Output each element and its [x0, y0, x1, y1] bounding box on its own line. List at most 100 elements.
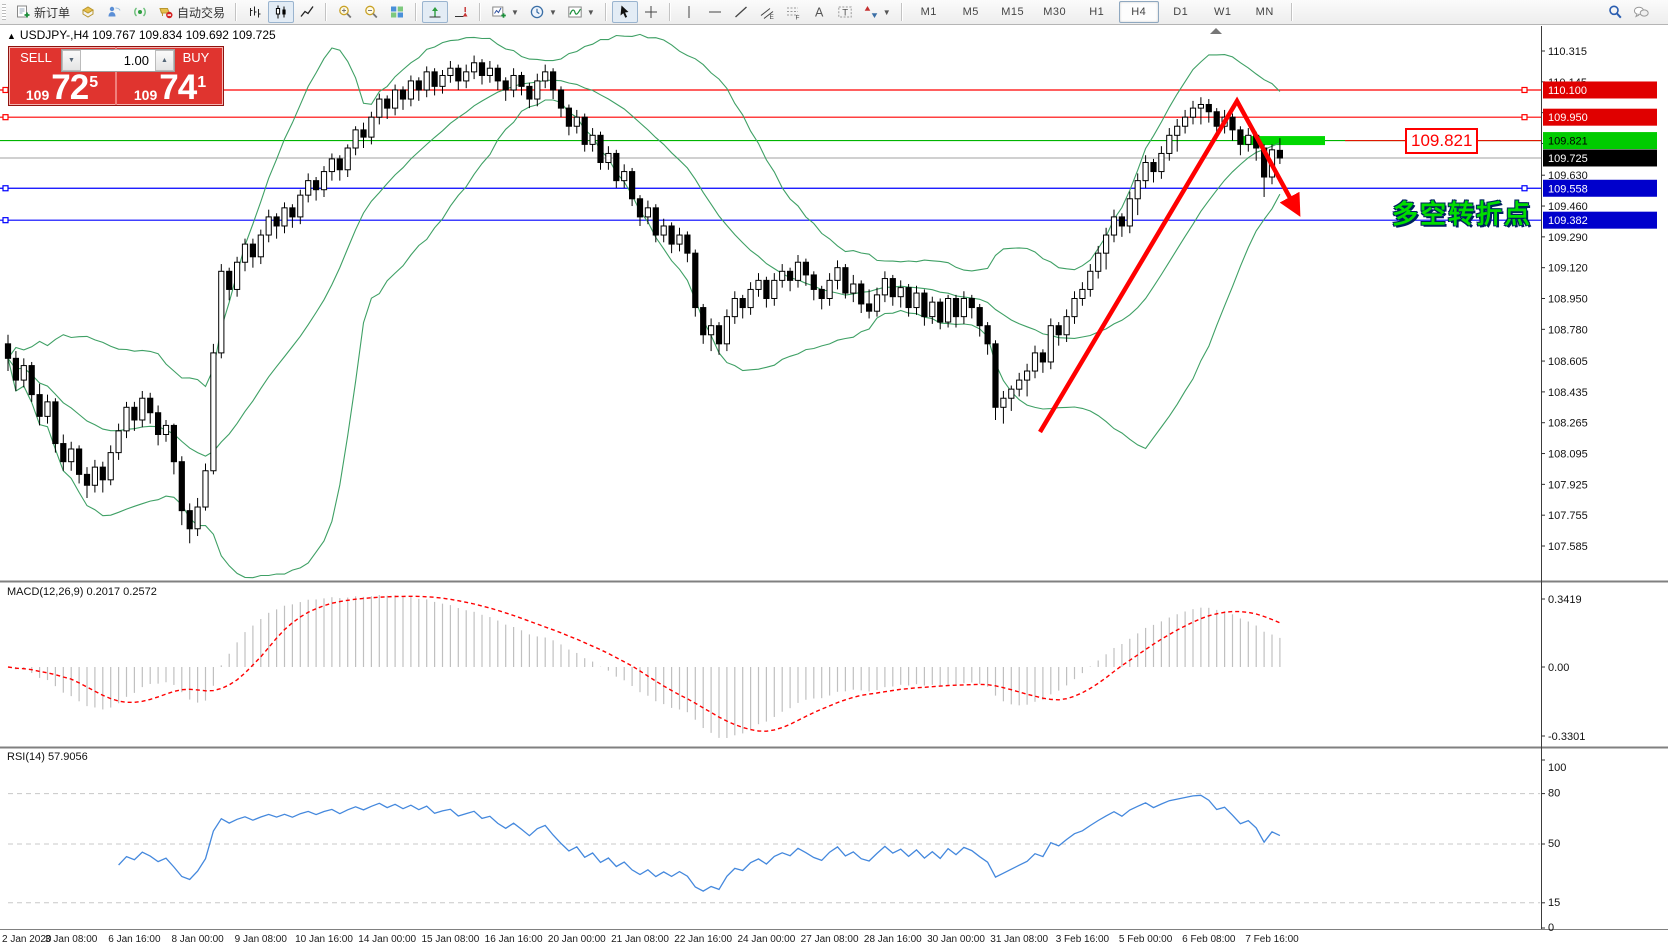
fibonacci-button[interactable]: F [780, 1, 806, 23]
metaeditor-button[interactable] [75, 1, 101, 23]
price-tick-label: 108.435 [1548, 387, 1588, 399]
arrows-button[interactable]: ▼ [858, 1, 896, 23]
arrows-button-icon [864, 6, 878, 18]
fibonacci-button-icon: F [786, 7, 799, 21]
sell-price-bigfigure: 109 [25, 87, 50, 103]
chart-title: ▲ USDJPY-,H4 109.767 109.834 109.692 109.… [7, 28, 276, 42]
channel-button[interactable]: E [754, 1, 780, 23]
chart-window[interactable]: 110.315110.145109.975109.805109.630109.4… [0, 24, 1668, 949]
macd-pane[interactable] [7, 595, 1281, 738]
volume-decrease-button[interactable]: ▼ [62, 50, 81, 71]
chinese-annotation-text[interactable]: 多空转折点 [1392, 199, 1533, 229]
time-tick-label: 20 Jan 00:00 [547, 934, 606, 945]
tf-m5[interactable]: M5 [962, 6, 979, 18]
auto-scroll-button[interactable] [448, 1, 474, 23]
rsi-line[interactable] [118, 794, 1281, 892]
horizontal-line-button-icon [708, 11, 721, 13]
price-tick-label: 108.780 [1548, 324, 1588, 336]
volume-increase-button[interactable]: ▲ [155, 50, 174, 71]
tf-mn[interactable]: MN [1255, 6, 1274, 18]
tf-h1[interactable]: H1 [1089, 6, 1105, 18]
chart-shift-marker-icon[interactable] [1210, 28, 1222, 34]
line-drag-handle[interactable] [2, 185, 9, 192]
trendline-button[interactable] [728, 1, 754, 23]
search-button[interactable] [1602, 1, 1628, 23]
price-level-label[interactable]: 109.821 [1405, 127, 1479, 154]
line-drag-handle[interactable] [1521, 185, 1528, 192]
line-drag-handle[interactable] [1521, 86, 1528, 94]
new-order-button[interactable]: 新订单 [10, 1, 75, 23]
zoom-out-button[interactable] [358, 1, 384, 23]
tf-m1[interactable]: M1 [920, 6, 937, 18]
toolbar-group-quick-actions: 新订单 自动交易 [8, 0, 232, 24]
rsi-pane[interactable] [8, 793, 1540, 904]
line-drag-handle[interactable] [2, 217, 9, 224]
candlestick-series[interactable] [4, 55, 1284, 544]
text-label-button[interactable]: T [832, 1, 858, 23]
sell-button[interactable]: SELL [20, 50, 52, 65]
buy-button[interactable]: BUY [182, 50, 210, 65]
macd-signal-line[interactable] [7, 595, 1281, 732]
line-chart-button[interactable] [294, 1, 320, 23]
cursor-button[interactable] [611, 1, 638, 23]
new-chart-button-dropdown-icon[interactable]: ▼ [511, 7, 519, 17]
tf-d1[interactable]: D1 [1173, 6, 1189, 18]
signals-button[interactable] [127, 1, 153, 23]
tf-w1[interactable]: W1 [1213, 6, 1232, 18]
line-drag-handle[interactable] [1521, 217, 1528, 224]
autotrading-button-icon [159, 8, 173, 19]
time-tick-label: 15 Jan 08:00 [421, 934, 480, 945]
text-button[interactable]: A [806, 1, 832, 23]
price-tick-label: 109.290 [1548, 232, 1588, 244]
time-axis[interactable]: 2 Jan 2020 3 Jan 08:00 6 Jan 16:00 8 Jan 00… [0, 930, 1668, 949]
periods-button-dropdown-icon[interactable]: ▼ [548, 7, 557, 17]
vertical-line-button-icon [688, 6, 690, 18]
tf-m30[interactable]: M30 [1043, 6, 1067, 18]
sell-price[interactable]: 109 72 5 [9, 69, 115, 105]
line-drag-handle[interactable] [1521, 114, 1528, 121]
chart-shift-button[interactable] [422, 1, 449, 23]
chart-title-text: USDJPY-,H4 109.767 109.834 109.692 109.7… [19, 28, 276, 42]
bar-chart-button[interactable] [242, 1, 268, 23]
trend-arrow-annotation[interactable] [1038, 96, 1301, 434]
chat-button[interactable] [1628, 1, 1654, 23]
time-tick-label: 10 Jan 16:00 [295, 934, 353, 945]
bollinger-lower-band[interactable] [7, 99, 1281, 579]
arrows-button-dropdown-icon[interactable]: ▼ [882, 7, 891, 17]
sell-price-main: 72 [51, 68, 89, 107]
bollinger-middle-band[interactable] [7, 79, 1281, 457]
tile-windows-button[interactable] [384, 1, 410, 23]
market-button[interactable] [101, 1, 127, 23]
macd-axis-label: -0.3301 [1548, 731, 1585, 743]
crosshair-button-icon [644, 6, 657, 18]
sell-price-pip: 5 [89, 74, 99, 91]
horizontal-line-button[interactable] [702, 1, 728, 23]
periods-button[interactable]: ▼ [524, 1, 562, 23]
vertical-line-button[interactable] [676, 1, 702, 23]
zoom-in-button[interactable] [332, 1, 358, 23]
svg-text:F: F [795, 15, 799, 21]
signals-button-icon [134, 7, 146, 17]
crosshair-button[interactable] [638, 1, 664, 23]
price-badge-109.725 [1543, 149, 1657, 167]
buy-price[interactable]: 109 74 1 [117, 69, 223, 105]
volume-input[interactable]: 1.00 [123, 53, 149, 68]
collapse-triangle-icon[interactable]: ▲ [7, 31, 16, 41]
indicators-button[interactable]: ▼ [562, 1, 600, 23]
line-drag-handle[interactable] [2, 114, 9, 121]
tf-m15[interactable]: M15 [1001, 6, 1025, 18]
new-chart-button[interactable]: ▼ [486, 1, 524, 23]
toolbar-group-chart-objects: ▼ ▼ ▼ [484, 0, 602, 24]
main-price-pane[interactable] [0, 33, 1541, 579]
price-tick-label: 108.605 [1548, 356, 1588, 368]
chart-canvas[interactable]: 110.315110.145109.975109.805109.630109.4… [0, 24, 1668, 949]
svg-text:T: T [842, 8, 848, 19]
rsi-axis-label: 80 [1548, 788, 1560, 800]
indicators-button-dropdown-icon[interactable]: ▼ [586, 7, 595, 17]
tf-h4[interactable]: H4 [1118, 1, 1159, 23]
toolbar-group-right [1602, 1, 1654, 23]
autotrading-button[interactable]: 自动交易 [153, 1, 230, 23]
candlestick-chart-button[interactable] [268, 1, 295, 23]
green-highlight-segment[interactable] [1243, 136, 1325, 146]
time-tick-label: 22 Jan 16:00 [674, 934, 733, 945]
